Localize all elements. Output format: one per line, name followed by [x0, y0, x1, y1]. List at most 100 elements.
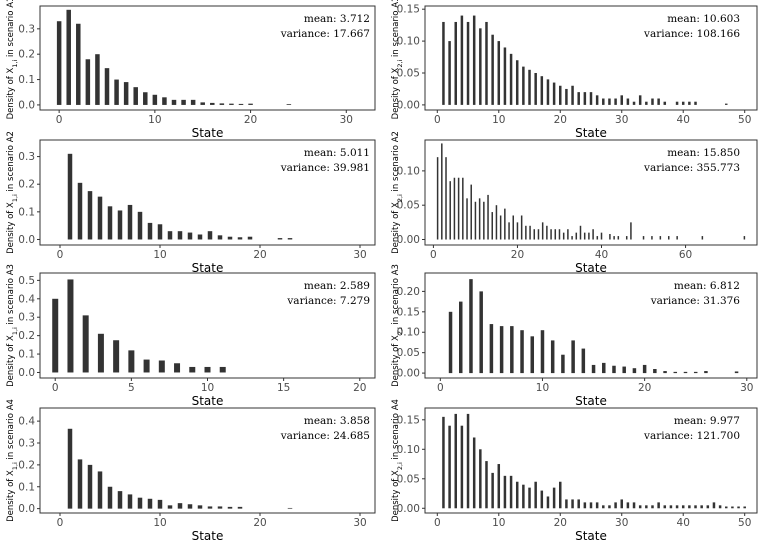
- x-tick-label: 60: [679, 249, 692, 261]
- variance-annotation: variance: 355.773: [643, 162, 740, 174]
- bar: [663, 101, 667, 105]
- bar: [626, 502, 630, 509]
- bar: [449, 181, 451, 240]
- bar: [638, 505, 642, 509]
- y-tick-label: 0.05: [397, 473, 420, 485]
- bar: [77, 459, 83, 509]
- bar: [552, 487, 556, 509]
- variance-annotation: variance: 17.667: [280, 28, 370, 40]
- x-axis-label: State: [192, 529, 224, 543]
- bar: [491, 472, 494, 509]
- chart-panel-1: 0.0 0.1 0.2 0.3 0 10 20 30 State Density of X1,i …: [6, 0, 376, 140]
- y-tick-label: 0.00: [397, 503, 420, 515]
- y-tick-label: 0.3: [18, 438, 35, 450]
- bar: [174, 363, 181, 373]
- bar: [217, 235, 223, 240]
- bar: [533, 229, 536, 240]
- mean-annotation: mean: 5.011: [304, 147, 370, 159]
- bar: [731, 506, 734, 509]
- chart-panel-5: 0.0 0.1 0.2 0.3 0.4 0.5 0 5 10 15 20 State Density o…: [6, 264, 376, 408]
- bar: [565, 499, 568, 509]
- bar: [478, 198, 481, 240]
- bar: [583, 502, 587, 509]
- bar: [77, 182, 83, 240]
- bar: [552, 82, 556, 105]
- bar: [571, 85, 574, 105]
- y-tick-label: 0.15: [397, 4, 420, 16]
- bar: [620, 499, 623, 509]
- bar: [675, 101, 679, 105]
- bar: [520, 215, 523, 240]
- bar: [632, 101, 636, 105]
- bar: [87, 191, 93, 240]
- bar: [137, 211, 143, 240]
- bar: [592, 229, 594, 240]
- bar: [217, 506, 223, 509]
- chart-panel-2: 0.00 0.05 0.10 0.15 0 10 20 30 40 50 State Density …: [391, 0, 758, 140]
- bar: [725, 103, 728, 105]
- y-tick-label: 0.10: [397, 327, 420, 339]
- y-tick-label: 0.2: [18, 459, 35, 471]
- bar: [474, 201, 477, 240]
- mean-annotation: mean: 9.977: [674, 415, 740, 427]
- x-tick-label: 30: [340, 114, 353, 126]
- bar: [127, 494, 133, 509]
- bar: [207, 506, 213, 509]
- y-tick-label: 0.2: [18, 179, 35, 191]
- x-tick-label: 40: [677, 517, 690, 529]
- bar: [457, 177, 460, 240]
- bar: [525, 225, 527, 240]
- bar: [659, 236, 662, 240]
- bar: [238, 103, 244, 105]
- bar: [583, 92, 587, 105]
- bar: [128, 350, 135, 373]
- panel-border: [39, 407, 376, 514]
- bar: [676, 236, 678, 240]
- bar: [114, 79, 119, 105]
- bar: [472, 437, 476, 509]
- bar: [550, 340, 555, 374]
- bar: [171, 99, 177, 105]
- y-tick-label: 0.4: [18, 416, 35, 428]
- bar: [595, 502, 599, 509]
- y-tick-label: 0.15: [397, 306, 420, 318]
- x-axis-label: State: [192, 126, 224, 140]
- bar: [497, 41, 501, 105]
- y-axis-label: Density of X1,i in scenario A3: [6, 264, 19, 387]
- bar: [107, 486, 113, 509]
- bar: [487, 194, 489, 240]
- chart-panel-4: 0.00 0.05 0.10 0 20 40 60 State Density of X2,i …: [391, 131, 758, 275]
- bar: [651, 505, 654, 509]
- bar: [52, 298, 59, 373]
- bar: [645, 101, 648, 105]
- bar: [117, 491, 123, 509]
- bar: [248, 103, 253, 105]
- bar: [575, 232, 578, 240]
- bar: [561, 354, 565, 374]
- bar: [472, 15, 476, 105]
- bar: [602, 362, 606, 374]
- x-tick-label: 50: [738, 114, 751, 126]
- y-tick-label: 0.10: [397, 444, 420, 456]
- bar: [462, 177, 464, 240]
- variance-annotation: variance: 7.279: [286, 295, 370, 307]
- bar: [510, 326, 514, 374]
- bar: [85, 59, 91, 105]
- bar: [534, 481, 537, 509]
- bar: [612, 365, 616, 374]
- bar: [642, 364, 647, 374]
- bar: [653, 369, 657, 374]
- bar: [589, 502, 593, 509]
- bar: [530, 336, 535, 374]
- bar: [540, 330, 545, 374]
- bar: [630, 222, 632, 240]
- bar: [97, 471, 103, 509]
- bar: [167, 231, 173, 240]
- bar: [546, 79, 550, 105]
- bar: [237, 237, 243, 240]
- bar: [177, 231, 183, 240]
- bar: [688, 101, 691, 105]
- bar: [187, 232, 193, 240]
- bar: [499, 215, 502, 240]
- bar: [638, 95, 642, 105]
